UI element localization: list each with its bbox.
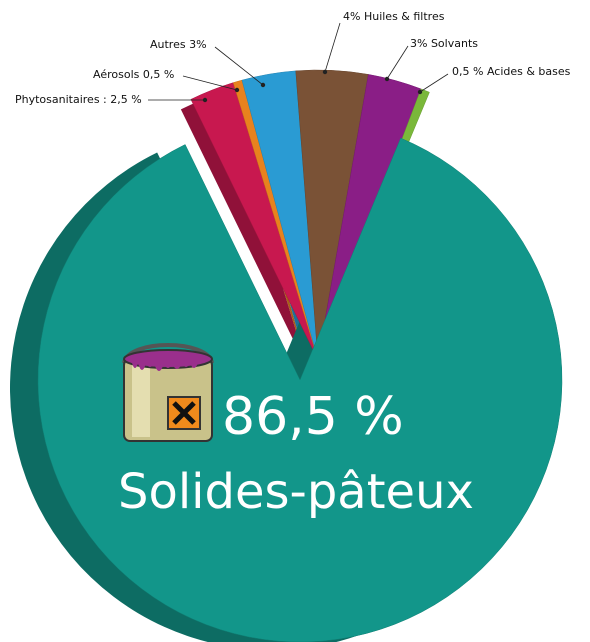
- leader-line: [419, 73, 449, 93]
- paint-can-icon: [122, 343, 214, 442]
- slice-label: 3% Solvants: [410, 37, 478, 50]
- main-slice-label: Solides-pâteux: [118, 464, 474, 520]
- leader-line: [214, 46, 264, 86]
- hazard-label: [167, 396, 201, 430]
- slice-label: Phytosanitaires : 2,5 %: [15, 93, 142, 106]
- main-value-label: 86,5 %: [222, 387, 404, 447]
- slice-label: 4% Huiles & filtres: [343, 10, 445, 23]
- leader-dot: [202, 97, 208, 103]
- leader-dot: [234, 87, 240, 93]
- leader-line: [386, 45, 409, 80]
- paint-drips: [132, 363, 198, 371]
- leader-line: [324, 22, 341, 73]
- leader-dot: [260, 82, 266, 88]
- slice-label: Aérosols 0,5 %: [93, 68, 174, 81]
- slice-label: Autres 3%: [150, 38, 207, 51]
- slice-label: 0,5 % Acides & bases: [452, 65, 571, 78]
- can-shine: [132, 363, 150, 437]
- leader-lines: Phytosanitaires : 2,5 % Aérosols 0,5 % Aut…: [15, 10, 571, 106]
- leader-line: [182, 75, 238, 91]
- slice-side: [180, 92, 308, 370]
- hazard-x: [172, 401, 196, 425]
- leader-dot: [417, 89, 423, 95]
- top-layer: [37, 69, 563, 642]
- leader-dot: [322, 69, 328, 75]
- leader-dot: [384, 76, 390, 82]
